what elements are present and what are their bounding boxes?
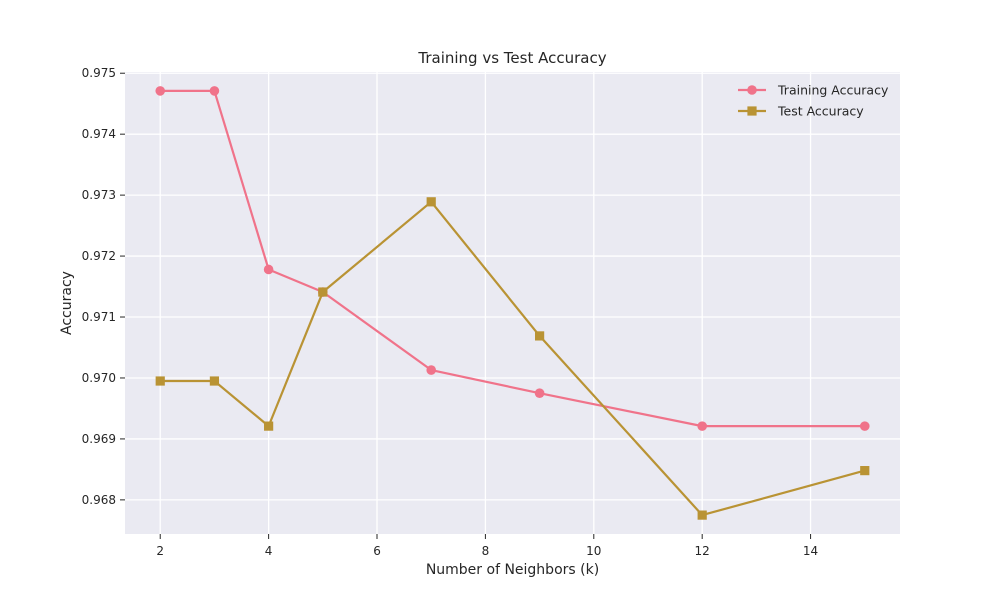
series-line — [160, 89, 865, 428]
x-tick-label: 14 — [803, 544, 818, 558]
data-point — [426, 365, 437, 375]
y-tick-label: 0.975 — [82, 66, 116, 80]
legend: Training Accuracy Test Accuracy — [738, 83, 889, 119]
data-point — [697, 510, 707, 520]
x-tick-label: 10 — [586, 544, 601, 558]
data-point — [209, 376, 220, 386]
data-point — [155, 376, 165, 386]
y-tick-label: 0.973 — [82, 188, 116, 202]
x-tick-label: 2 — [156, 544, 164, 558]
data-point — [209, 86, 220, 96]
data-point — [859, 421, 870, 431]
series-test-accuracy — [155, 197, 870, 520]
legend-marker — [747, 106, 757, 116]
data-point — [534, 388, 545, 399]
y-axis-label: Accuracy — [59, 271, 75, 335]
y-tick-label: 0.971 — [82, 310, 116, 324]
data-point — [860, 466, 870, 476]
series-line — [160, 200, 866, 517]
data-point — [155, 86, 166, 96]
y-tick-label: 0.974 — [82, 127, 116, 141]
data-point — [264, 421, 274, 431]
grid — [125, 72, 900, 534]
legend-marker — [747, 85, 757, 95]
y-tick-label: 0.970 — [82, 371, 116, 385]
data-point — [426, 197, 436, 207]
series-layer — [155, 86, 870, 520]
x-tick-label: 12 — [695, 544, 710, 558]
data-point — [318, 287, 328, 297]
x-tick-label: 8 — [482, 544, 490, 558]
x-axis-ticks: 2 4 6 8 10 12 14 — [156, 534, 818, 558]
x-tick-label: 6 — [373, 544, 381, 558]
legend-label: Training Accuracy — [777, 83, 889, 98]
y-tick-label: 0.972 — [82, 249, 116, 263]
legend-item: Training Accuracy — [738, 83, 889, 98]
chart-title: Training vs Test Accuracy — [417, 49, 606, 67]
data-point — [534, 331, 545, 341]
data-point — [697, 421, 707, 431]
y-axis-ticks: 0.968 0.969 0.970 0.971 0.972 0.973 0.974 0.975 — [82, 66, 125, 507]
x-axis-label: Number of Neighbors (k) — [426, 562, 599, 578]
legend-label: Test Accuracy — [777, 104, 864, 119]
data-point — [263, 264, 274, 275]
series-training-accuracy — [155, 86, 870, 431]
y-tick-label: 0.968 — [82, 493, 116, 507]
y-tick-label: 0.969 — [82, 432, 116, 446]
x-tick-label: 4 — [265, 544, 273, 558]
legend-item: Test Accuracy — [738, 104, 864, 119]
